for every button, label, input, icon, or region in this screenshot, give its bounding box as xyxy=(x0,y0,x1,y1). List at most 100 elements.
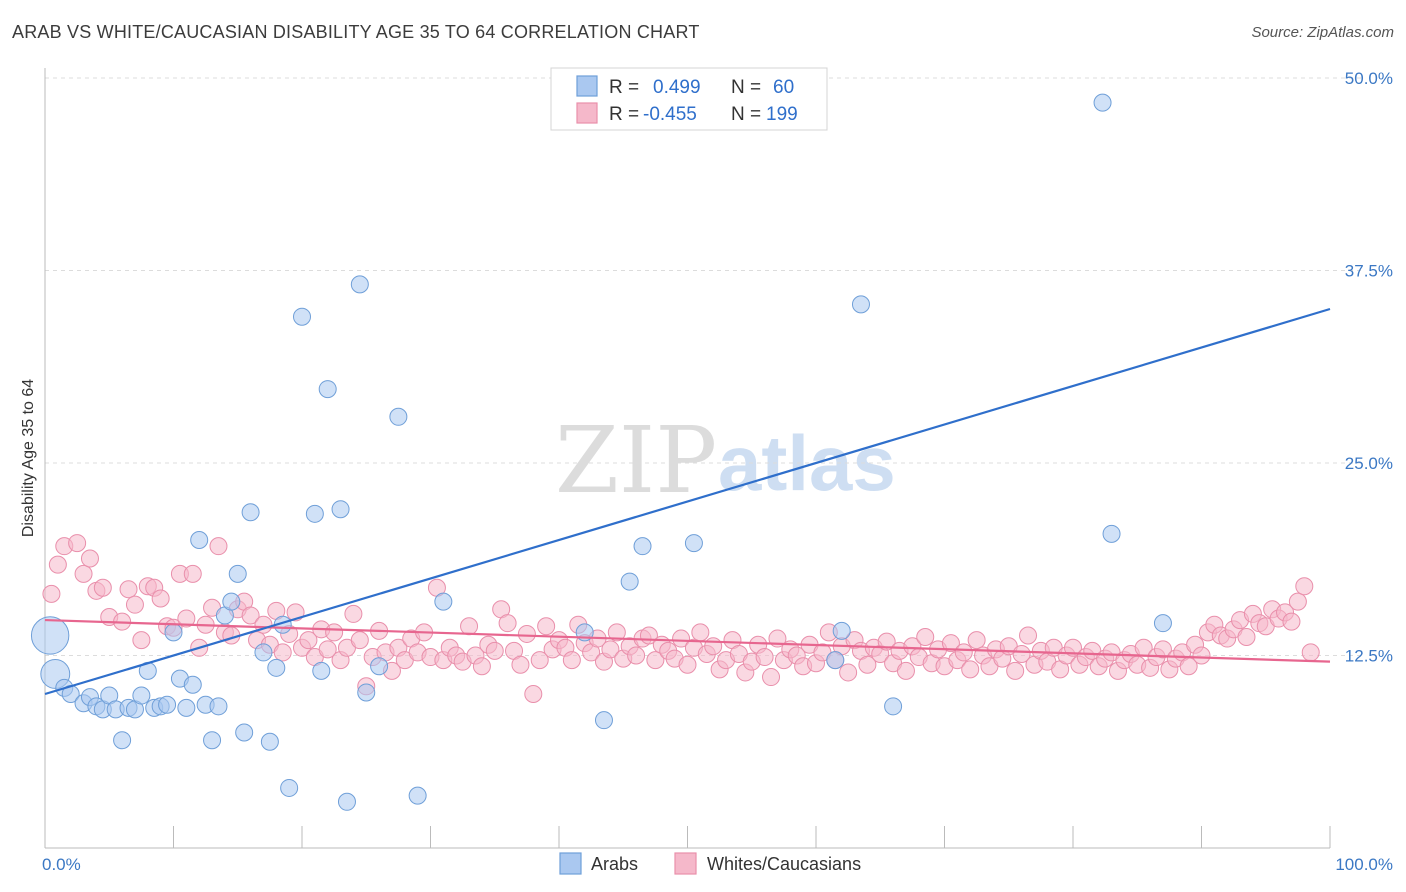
point-whites-142 xyxy=(967,631,986,650)
point-whites-42 xyxy=(325,623,344,642)
point-arabs-36 xyxy=(293,307,311,326)
legend-n-value-arabs: 60 xyxy=(773,77,794,98)
point-whites-157 xyxy=(1064,638,1082,657)
point-whites-63 xyxy=(460,617,479,636)
point-arabs-21 xyxy=(183,675,202,694)
point-whites-99 xyxy=(691,623,710,642)
point-whites-101 xyxy=(704,637,723,656)
point-whites-1 xyxy=(48,555,67,574)
point-arabs-42 xyxy=(350,275,369,294)
point-arabs-46 xyxy=(408,786,427,805)
legend-n-value-whites: 199 xyxy=(766,104,798,125)
x-tick-labels: 0.0% 100.0% xyxy=(42,855,1393,874)
point-arabs-37 xyxy=(305,504,324,523)
point-whites-67 xyxy=(485,641,504,660)
watermark: ZIP atlas xyxy=(555,407,896,514)
point-whites-74 xyxy=(530,651,549,670)
point-arabs-52 xyxy=(684,534,703,553)
point-whites-19 xyxy=(177,609,196,628)
point-arabs-40 xyxy=(331,500,350,519)
point-whites-131 xyxy=(896,661,915,680)
point-arabs-53 xyxy=(826,651,845,670)
point-arabs-22 xyxy=(190,531,209,549)
x-tick-label-1: 100.0% xyxy=(1335,855,1393,874)
point-whites-24 xyxy=(209,537,228,556)
point-whites-7 xyxy=(93,578,112,597)
point-whites-10 xyxy=(119,580,138,599)
chart-title: ARAB VS WHITE/CAUCASIAN DISABILITY AGE 3… xyxy=(12,22,700,42)
point-arabs-38 xyxy=(312,661,331,680)
point-arabs-59 xyxy=(1093,93,1112,112)
stats-legend: R = 0.499 N = 60 R = -0.455 N = 199 xyxy=(550,67,828,131)
point-arabs-10 xyxy=(113,731,132,750)
y-tick-label-0: 12.5% xyxy=(1345,647,1393,666)
trendlines xyxy=(44,307,1331,696)
legend-r-label-arabs: R = xyxy=(609,77,639,98)
point-arabs-43 xyxy=(357,683,376,702)
point-whites-34 xyxy=(273,643,292,662)
point-arabs-39 xyxy=(318,380,337,399)
series-legend-swatch-arabs xyxy=(559,852,582,875)
point-arabs-27 xyxy=(222,592,241,611)
point-whites-96 xyxy=(672,629,691,648)
y-tick-label-3: 50.0% xyxy=(1345,69,1393,88)
point-whites-184 xyxy=(1237,628,1256,647)
point-whites-89 xyxy=(627,646,646,665)
point-whites-5 xyxy=(80,549,99,568)
point-arabs-25 xyxy=(209,697,228,716)
point-whites-75 xyxy=(537,617,556,636)
y-tick-labels: 12.5% 25.0% 37.5% 50.0% xyxy=(1345,69,1393,666)
point-arabs-57 xyxy=(1102,524,1121,543)
point-arabs-55 xyxy=(851,295,870,314)
point-whites-11 xyxy=(125,595,144,614)
legend-r-value-whites: -0.455 xyxy=(643,104,697,125)
point-arabs-24 xyxy=(203,731,222,750)
legend-n-label-arabs: N = xyxy=(731,77,761,98)
legend-swatch-whites xyxy=(576,102,598,124)
point-arabs-20 xyxy=(177,698,196,717)
series-legend: Arabs Whites/Caucasians xyxy=(559,852,861,875)
point-whites-72 xyxy=(517,624,536,643)
point-whites-20 xyxy=(183,564,202,583)
point-arabs-13 xyxy=(132,686,151,705)
y-tick-label-1: 25.0% xyxy=(1345,454,1393,473)
point-whites-29 xyxy=(241,606,260,625)
point-arabs-17 xyxy=(158,695,177,714)
point-whites-41 xyxy=(318,640,337,659)
watermark-zip: ZIP xyxy=(555,407,717,514)
point-whites-92 xyxy=(646,651,665,670)
point-whites-86 xyxy=(607,623,626,642)
point-arabs-29 xyxy=(235,723,254,742)
point-arabs-44 xyxy=(370,657,389,676)
point-whites-192 xyxy=(1288,592,1307,611)
point-arabs-51 xyxy=(633,537,652,556)
point-arabs-47 xyxy=(434,592,453,611)
series-legend-label-whites: Whites/Caucasians xyxy=(707,854,861,874)
point-arabs-30 xyxy=(241,503,260,522)
legend-n-label-whites: N = xyxy=(731,104,761,125)
point-whites-110 xyxy=(762,668,781,687)
x-tick-label-0: 0.0% xyxy=(42,855,81,874)
point-whites-15 xyxy=(151,589,170,608)
point-whites-45 xyxy=(344,604,363,623)
series-legend-swatch-whites xyxy=(674,852,697,875)
point-arabs-18 xyxy=(164,623,183,642)
legend-r-label-whites: R = xyxy=(609,104,639,125)
point-whites-12 xyxy=(132,631,151,650)
point-arabs-58 xyxy=(1153,614,1172,633)
point-whites-65 xyxy=(472,657,491,676)
point-whites-128 xyxy=(877,632,896,651)
point-arabs-50 xyxy=(620,572,639,591)
point-whites-71 xyxy=(511,655,530,674)
point-arabs-35 xyxy=(280,778,299,797)
point-whites-97 xyxy=(678,655,697,674)
point-arabs-49 xyxy=(594,711,613,730)
point-whites-171 xyxy=(1153,640,1172,659)
point-whites-177 xyxy=(1192,646,1211,665)
point-arabs-56 xyxy=(884,697,903,716)
axes xyxy=(44,68,1331,849)
point-whites-85 xyxy=(601,640,620,659)
chart-source: Source: ZipAtlas.com xyxy=(1251,24,1394,41)
point-arabs-31 xyxy=(254,643,273,662)
